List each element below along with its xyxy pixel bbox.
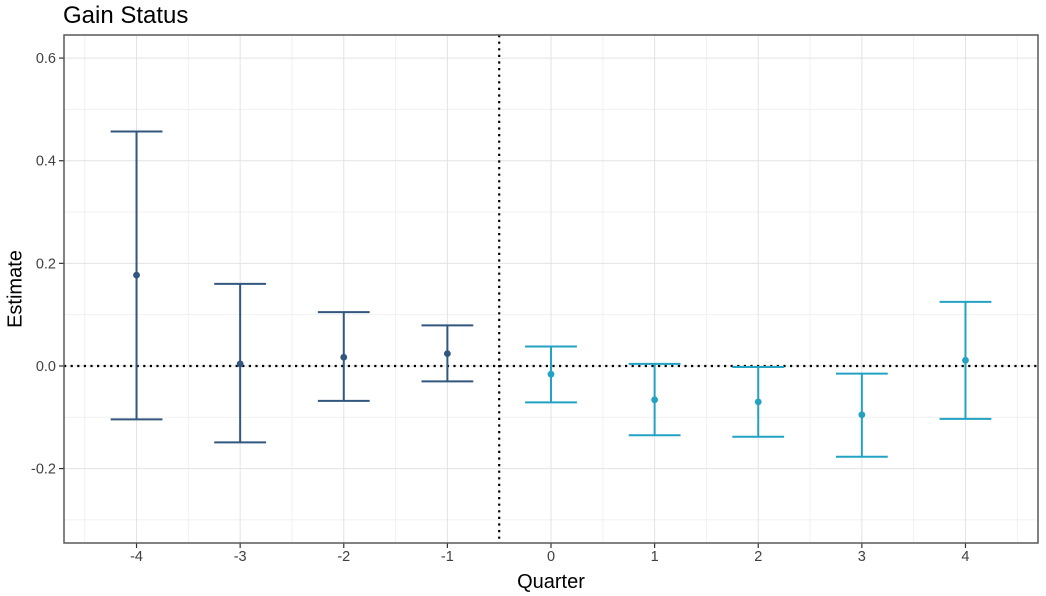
series-teal-post-period — [525, 300, 992, 458]
data-point — [754, 398, 762, 406]
series-navy-pre-period — [110, 130, 474, 444]
data-point — [133, 271, 140, 279]
x-axis-title: Quarter — [517, 571, 585, 593]
reference-lines — [64, 35, 1038, 543]
x-tick-label: 4 — [961, 549, 969, 565]
x-tick-label: -2 — [337, 549, 350, 565]
gridlines-major — [64, 35, 1038, 543]
data-point — [547, 370, 555, 378]
axis-ticks — [59, 57, 967, 548]
data-point — [236, 360, 244, 368]
x-tick-label: 0 — [547, 549, 555, 565]
x-tick-label: -1 — [441, 549, 454, 565]
data-point — [651, 396, 659, 404]
y-tick-label: -0.2 — [31, 462, 56, 478]
y-tick-label: 0.6 — [36, 51, 56, 67]
chart-title: Gain Status — [63, 2, 189, 29]
panel-border — [63, 34, 1039, 544]
y-tick-label: 0.0 — [36, 359, 56, 375]
x-tick-label: 1 — [651, 549, 659, 565]
y-tick-label: 0.4 — [36, 154, 56, 170]
axis-tick-labels: -4 -3 -2 -1 0 1 2 3 4 -0.2 0.0 0.2 0.4 0.6 — [31, 51, 970, 565]
data-point — [340, 353, 348, 361]
x-tick-label: -4 — [130, 549, 143, 565]
x-tick-label: -3 — [234, 549, 247, 565]
data-point — [962, 356, 969, 364]
data-point — [858, 411, 866, 419]
x-tick-label: 3 — [858, 549, 866, 565]
x-tick-label: 2 — [754, 549, 762, 565]
y-tick-label: 0.2 — [36, 256, 56, 272]
data-point — [443, 350, 451, 358]
